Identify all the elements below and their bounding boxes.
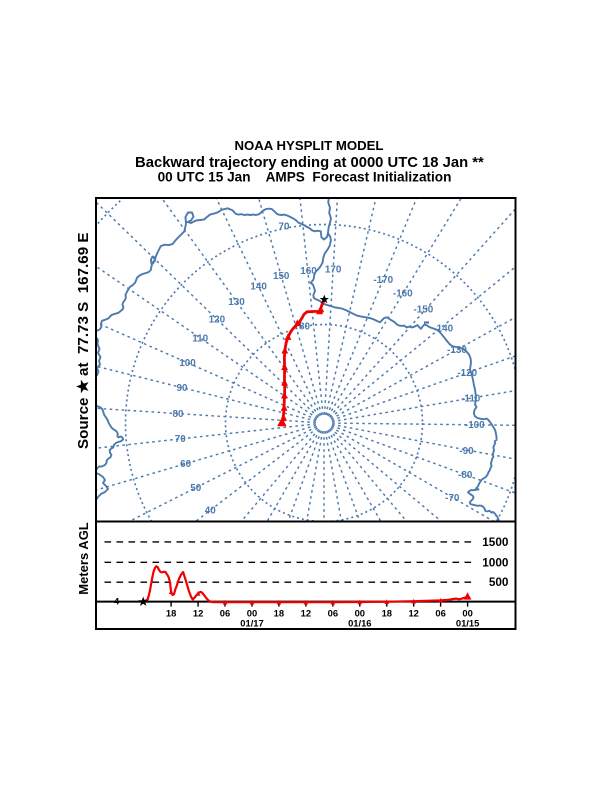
svg-text:130: 130	[228, 297, 245, 308]
svg-text:Source: Source	[75, 398, 92, 450]
svg-text:-160: -160	[393, 289, 413, 300]
svg-text:12: 12	[193, 608, 203, 619]
svg-text:70: 70	[175, 434, 186, 445]
svg-text:at 77.73 S 167.69 E: at 77.73 S 167.69 E	[75, 232, 92, 376]
svg-text:Backward trajectory ending at: Backward trajectory ending at 0000 UTC 1…	[135, 155, 484, 171]
svg-text:-110: -110	[461, 394, 481, 405]
svg-text:01/16: 01/16	[348, 617, 371, 628]
svg-text:06: 06	[328, 608, 338, 619]
svg-text:150: 150	[273, 271, 290, 282]
svg-text:12: 12	[408, 608, 418, 619]
svg-text:01/15: 01/15	[456, 617, 479, 628]
svg-text:06: 06	[435, 608, 445, 619]
svg-text:00: 00	[247, 608, 257, 619]
svg-text:40: 40	[205, 506, 216, 517]
svg-text:170: 170	[325, 264, 342, 275]
svg-text:80: 80	[173, 409, 184, 420]
svg-text:00: 00	[462, 608, 472, 619]
svg-text:160: 160	[300, 266, 317, 277]
svg-text:18: 18	[382, 608, 392, 619]
svg-text:-120: -120	[457, 368, 477, 379]
svg-text:4: 4	[114, 596, 120, 607]
svg-text:140: 140	[250, 282, 267, 293]
svg-text:-170: -170	[373, 275, 393, 286]
svg-text:120: 120	[209, 314, 226, 325]
svg-text:1000: 1000	[482, 555, 509, 569]
svg-text:-80: -80	[458, 470, 473, 481]
svg-text:100: 100	[179, 358, 196, 369]
svg-text:06: 06	[220, 608, 230, 619]
svg-text:01/17: 01/17	[240, 617, 263, 628]
svg-text:80: 80	[299, 322, 310, 333]
svg-text:60: 60	[180, 459, 191, 470]
svg-text:18: 18	[166, 608, 176, 619]
svg-text:00: 00	[355, 608, 365, 619]
svg-text:110: 110	[192, 333, 208, 344]
svg-text:500: 500	[489, 575, 509, 589]
svg-text:70: 70	[279, 222, 290, 233]
svg-text:-100: -100	[465, 420, 485, 431]
svg-text:1500: 1500	[482, 535, 509, 549]
svg-text:-140: -140	[433, 323, 453, 334]
svg-text:90: 90	[177, 383, 188, 394]
svg-text:NOAA HYSPLIT MODEL: NOAA HYSPLIT MODEL	[235, 138, 384, 153]
svg-text:12: 12	[301, 608, 311, 619]
svg-text:-90: -90	[459, 446, 474, 457]
svg-text:Meters AGL: Meters AGL	[76, 522, 91, 595]
svg-text:-70: -70	[445, 493, 460, 504]
svg-text:00 UTC 15 Jan AMPS Forecas: 00 UTC 15 Jan AMPS Forecast Initializati…	[158, 169, 452, 184]
svg-text:18: 18	[274, 608, 284, 619]
svg-text:-130: -130	[447, 345, 467, 356]
svg-text:-150: -150	[414, 304, 434, 315]
svg-text:50: 50	[190, 483, 201, 494]
